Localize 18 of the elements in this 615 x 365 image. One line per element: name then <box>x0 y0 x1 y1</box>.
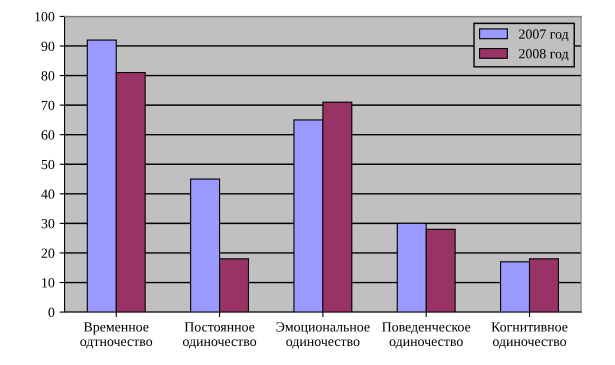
legend-label: 2007 год <box>519 29 568 42</box>
legend-label: 2008 год <box>519 49 568 61</box>
y-tick-label: 100 <box>35 12 54 22</box>
x-tick-label: Постоянное одиночество <box>182 322 256 349</box>
y-tick-label: 40 <box>41 189 54 199</box>
x-tick-label: Когнитивное одиночество <box>491 322 568 349</box>
y-tick-label: 90 <box>41 42 54 51</box>
x-tick-label: Эмоциональное одиночество <box>276 322 370 349</box>
x-tick-label: Временное одтночество <box>80 322 152 349</box>
y-tick-label: 10 <box>42 278 54 288</box>
y-tick-label: 60 <box>42 130 54 140</box>
y-tick-label: 50 <box>42 160 54 170</box>
y-tick-label: 20 <box>42 248 54 258</box>
y-tick-label: 30 <box>42 218 54 228</box>
y-tick-label: 80 <box>41 71 54 81</box>
y-tick-label: 70 <box>42 100 54 110</box>
y-tick-label: 0 <box>48 308 54 318</box>
x-tick-label: Поведенческое одиночество <box>382 322 470 349</box>
